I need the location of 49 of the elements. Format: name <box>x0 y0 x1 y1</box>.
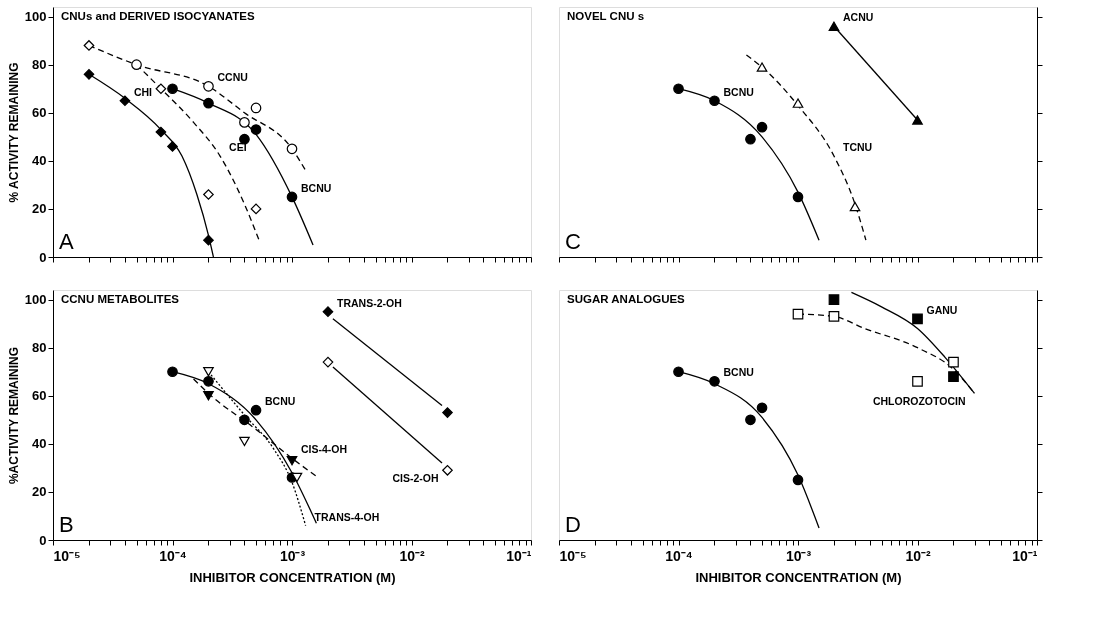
annotation: GANU <box>926 303 958 316</box>
x-axis-title: INHIBITOR CONCENTRATION (M) <box>189 569 396 585</box>
y-tick-label: 20 <box>32 201 47 217</box>
x-tick-label: 10⁻³ <box>785 547 812 564</box>
x-tick-label: 10⁻⁵ <box>559 547 587 564</box>
y-tick-label: 0 <box>39 249 47 265</box>
annotation: BCNU <box>723 85 754 98</box>
y-tick-label: 100 <box>24 9 47 25</box>
annotation: TCNU <box>842 141 873 154</box>
y-tick-label: 40 <box>32 153 47 169</box>
annotation: ACNU <box>842 11 874 24</box>
annotation: A <box>59 229 74 254</box>
annotation: B <box>59 512 74 537</box>
x-tick-label: 10⁻¹ <box>1012 547 1038 564</box>
x-tick-label: 10⁻⁴ <box>665 547 693 564</box>
y-tick-label: 20 <box>32 484 47 500</box>
annotation: TRANS-4-OH <box>314 510 380 523</box>
y-tick-label: 60 <box>32 105 47 121</box>
x-tick-label: 10⁻³ <box>279 547 306 564</box>
x-tick-label: 10⁻¹ <box>506 547 532 564</box>
annotation: C <box>565 229 581 254</box>
annotation: CHLOROZOTOCIN <box>872 395 966 408</box>
x-tick-label: 10⁻² <box>399 547 425 564</box>
x-tick-label: 10⁻² <box>905 547 931 564</box>
y-tick-label: 80 <box>32 340 47 356</box>
x-tick-label: 10⁻⁵ <box>53 547 81 564</box>
annotation: D <box>565 512 581 537</box>
y-axis-title: %ACTIVITY REMAINING <box>6 346 21 485</box>
annotation: BCNU <box>723 366 754 379</box>
chart-title: CCNU METABOLITES <box>61 293 180 305</box>
annotation: CCNU <box>217 71 248 84</box>
chart-title: NOVEL CNU s <box>567 10 645 22</box>
y-tick-label: 40 <box>32 436 47 452</box>
annotation: CIS-4-OH <box>301 443 348 456</box>
y-tick-label: 100 <box>24 292 47 308</box>
y-tick-label: 0 <box>39 532 47 548</box>
annotation: BCNU <box>265 395 296 408</box>
annotation: CIS-2-OH <box>392 472 439 485</box>
annotation: TRANS-2-OH <box>336 296 402 309</box>
annotation: BCNU <box>301 181 332 194</box>
y-tick-label: 60 <box>32 388 47 404</box>
chart-title: SUGAR ANALOGUES <box>567 293 686 305</box>
x-tick-label: 10⁻⁴ <box>159 547 187 564</box>
annotation: CHI <box>133 85 153 98</box>
annotation: CEI <box>229 141 247 154</box>
chart-title: CNUs and DERIVED ISOCYANATES <box>61 10 255 22</box>
y-axis-title: % ACTIVITY REMAINING <box>6 62 21 203</box>
x-axis-title: INHIBITOR CONCENTRATION (M) <box>695 569 902 585</box>
y-tick-label: 80 <box>32 57 47 73</box>
